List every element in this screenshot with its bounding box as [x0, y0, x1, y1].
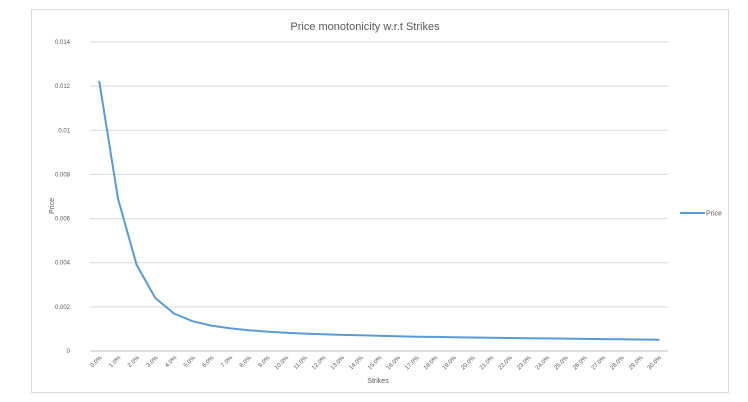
y-tick-label: 0.01 [58, 128, 70, 134]
data-point [247, 329, 250, 331]
data-point [602, 338, 604, 340]
data-point [173, 312, 175, 315]
x-axis-ticks: 0.0% 1.0% 2.0% 3.0% 4.0% 5.0% 6.0% 7.0% 8.0% 9.0%… [90, 355, 664, 372]
x-tick-label: 12.0% [311, 355, 328, 372]
chart-title: Price monotonicity w.r.t Strikes [290, 21, 440, 33]
data-point [378, 335, 380, 337]
x-tick-label: 30.0% [647, 355, 664, 372]
data-point [508, 337, 511, 339]
data-point [285, 332, 287, 334]
x-tick-label: 0.0% [90, 355, 104, 369]
x-tick-label: 2.0% [127, 355, 141, 369]
legend: Price [680, 211, 722, 218]
x-tick-label: 11.0% [293, 355, 309, 371]
y-axis-ticks: 0 0.002 0.004 0.006 0.008 0.01 0.012 0.014 [55, 40, 71, 355]
x-tick-label: 23.0% [516, 355, 533, 372]
data-point [639, 338, 641, 341]
data-point [546, 337, 548, 339]
series-layer [98, 80, 660, 341]
y-tick-label: 0.008 [55, 172, 71, 178]
x-tick-label: 1.0% [108, 355, 122, 369]
line-chart: Price monotonicity w.r.t Strikes 00.0020… [49, 21, 722, 385]
data-point [117, 198, 119, 200]
data-point [98, 81, 100, 83]
data-point [620, 338, 623, 340]
y-tick-label: 0.006 [55, 217, 71, 223]
x-tick-label: 26.0% [572, 355, 589, 372]
data-point [136, 264, 138, 266]
gridlines [90, 41, 668, 352]
x-tick-label: 18.0% [423, 355, 440, 372]
x-tick-label: 19.0% [442, 355, 459, 372]
y-tick-label: 0.002 [55, 305, 71, 311]
data-point [658, 339, 660, 341]
x-tick-label: 20.0% [460, 355, 477, 372]
x-tick-label: 21.0% [479, 355, 496, 372]
x-tick-label: 9.0% [258, 355, 272, 369]
data-point [229, 327, 231, 329]
data-point [191, 320, 194, 322]
y-tick-label: 0 [67, 349, 71, 355]
data-point [397, 335, 399, 337]
data-point [527, 337, 529, 339]
x-tick-label: 3.0% [146, 355, 160, 369]
legend-label-price: Price [706, 211, 722, 218]
x-tick-label: 25.0% [554, 355, 571, 372]
data-point [210, 325, 212, 327]
data-point [471, 336, 473, 339]
data-point [266, 331, 268, 333]
data-point [303, 333, 305, 335]
x-tick-label: 5.0% [183, 355, 197, 369]
data-point [322, 333, 324, 335]
y-tick-label: 0.012 [55, 84, 71, 90]
data-point [341, 334, 343, 336]
data-point [434, 336, 436, 338]
x-tick-label: 27.0% [591, 355, 608, 372]
x-tick-label: 22.0% [498, 355, 515, 372]
chart-area: Price monotonicity w.r.t Strikes 0 0.002 0… [31, 9, 729, 393]
x-tick-label: 15.0% [367, 355, 384, 372]
y-tick-label: 0.014 [55, 40, 71, 46]
x-tick-label: 10.0% [274, 355, 291, 372]
x-tick-label: 24.0% [535, 355, 552, 372]
x-axis-title: Strikes [367, 378, 389, 385]
x-tick-label: 16.0% [386, 355, 403, 372]
x-tick-label: 17.0% [404, 355, 421, 372]
y-tick-label: 0.004 [55, 261, 71, 267]
data-point [564, 338, 567, 340]
series-line-0 [98, 80, 660, 341]
x-tick-label: 6.0% [202, 355, 216, 369]
x-tick-label: 29.0% [628, 355, 645, 372]
data-point [453, 336, 455, 338]
y-axis-title: Price [49, 198, 56, 214]
x-tick-label: 28.0% [610, 355, 627, 372]
x-tick-label: 7.0% [220, 355, 234, 369]
data-point [359, 334, 361, 336]
x-tick-label: 8.0% [239, 355, 253, 369]
data-point [583, 338, 585, 340]
x-tick-label: 4.0% [164, 355, 178, 369]
data-point [490, 337, 492, 339]
x-tick-label: 14.0% [348, 355, 365, 372]
data-point [415, 336, 417, 338]
x-tick-label: 13.0% [330, 355, 347, 372]
data-point [154, 297, 156, 299]
